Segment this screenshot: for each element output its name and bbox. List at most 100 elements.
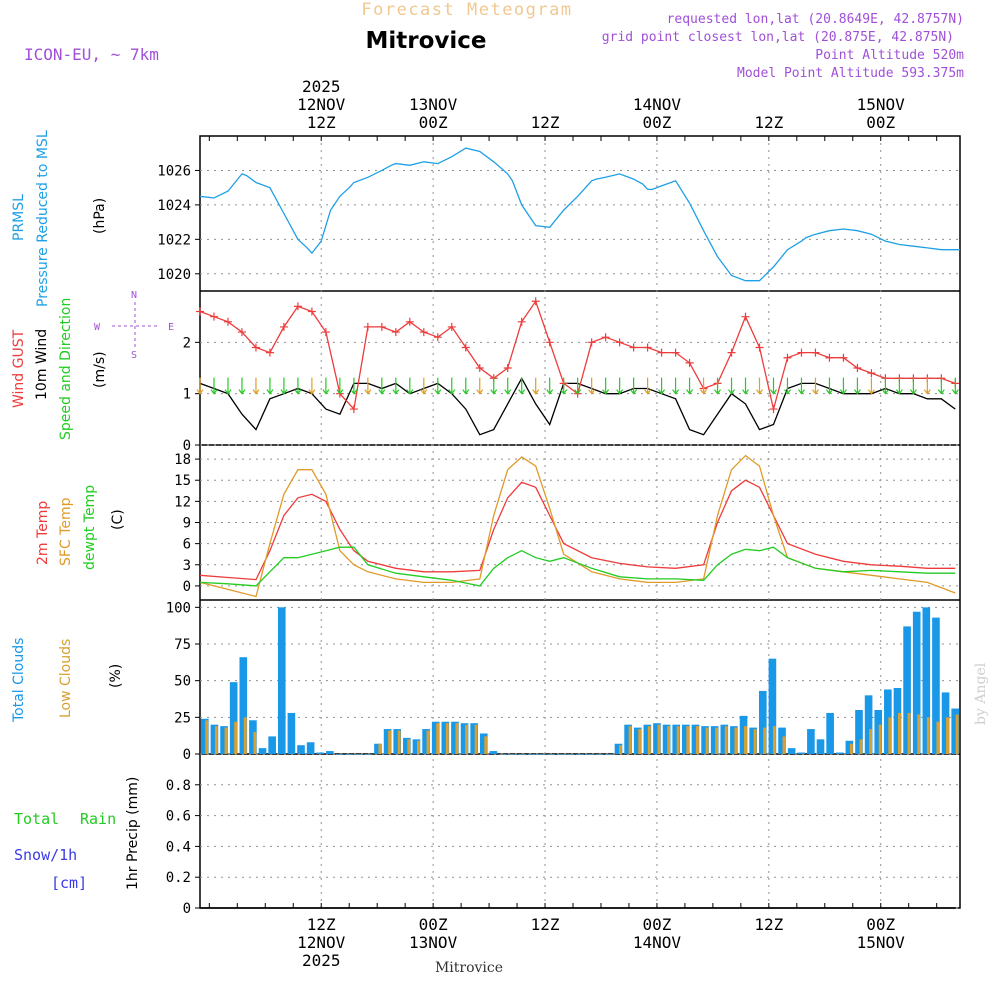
low-cloud-bar xyxy=(619,745,622,754)
low-cloud-bar xyxy=(436,723,440,754)
low-cloud-bar xyxy=(224,727,228,754)
total-cloud-bar xyxy=(316,752,325,754)
low-cloud-bar xyxy=(753,729,757,754)
total-cloud-bar xyxy=(489,751,498,754)
wind-direction-arrow xyxy=(756,377,763,395)
total-cloud-bar xyxy=(672,724,681,754)
total-cloud-bar xyxy=(614,743,623,754)
gust-marker xyxy=(545,338,554,347)
y-tick-label: 15 xyxy=(174,473,191,489)
low-cloud-bar xyxy=(734,727,738,754)
low-cloud-bar xyxy=(859,739,863,754)
low-cloud-bar xyxy=(686,726,690,754)
wind-direction-arrow xyxy=(811,377,819,395)
total-cloud-bar xyxy=(556,754,565,755)
wind-direction-arrow xyxy=(574,377,582,395)
total-cloud-bar xyxy=(374,743,382,754)
top-time-label: 00Z xyxy=(866,113,895,132)
y-tick-label: 6 xyxy=(183,537,191,553)
model-label: ICON-EU, ~ 7km xyxy=(24,45,159,64)
grid-lines xyxy=(200,136,960,909)
total-cloud-bar xyxy=(739,715,748,754)
total-cloud-bar xyxy=(268,736,276,754)
wind-direction-arrow xyxy=(518,377,526,395)
wind-direction-arrow xyxy=(588,377,596,395)
wind-direction-arrow xyxy=(210,377,218,395)
total-cloud-bar xyxy=(277,607,286,754)
bottom-date-label: 12NOV xyxy=(297,933,346,952)
gust-marker xyxy=(839,353,848,362)
total-cloud-bar xyxy=(258,748,267,754)
wind-direction-arrow xyxy=(644,377,652,395)
wind-direction-arrow xyxy=(658,377,666,395)
wind-direction-arrow xyxy=(532,377,540,395)
gust-marker xyxy=(307,307,316,316)
wind-direction-arrow xyxy=(951,377,959,395)
y-tick-label: 1024 xyxy=(157,198,191,214)
total-cloud-bar xyxy=(845,740,854,754)
total-cloud-bar xyxy=(547,754,555,755)
low-cloud-bar xyxy=(744,726,747,754)
wind-direction-arrow xyxy=(280,377,288,395)
gust-marker xyxy=(741,312,750,321)
y-tick-label: 12 xyxy=(174,494,191,510)
wind-direction-arrow xyxy=(546,377,554,395)
total-cloud-bar xyxy=(864,695,873,754)
low-cloud-bar xyxy=(926,717,930,754)
total-cloud-bar xyxy=(354,754,363,755)
low-cloud-bar xyxy=(465,724,468,754)
wind-direction-arrow xyxy=(770,377,777,395)
y-tick-label: 0.4 xyxy=(166,839,191,855)
low-cloud-bar xyxy=(484,736,488,754)
total-cloud-bar xyxy=(787,748,796,754)
wind-direction-arrow xyxy=(252,377,260,395)
bottom-time-label: 00Z xyxy=(642,915,671,934)
total-cloud-bar xyxy=(326,751,334,754)
y-tick-label: 2 xyxy=(183,335,191,351)
footer-location: Mitrovice xyxy=(435,960,503,976)
wind-direction-arrow xyxy=(266,377,274,395)
gust-marker xyxy=(685,358,694,367)
total-cloud-bar xyxy=(758,690,767,754)
low-cloud-bar xyxy=(869,729,873,754)
total-cloud-bar xyxy=(922,607,931,754)
total-cloud-bar xyxy=(287,712,296,754)
sfc-temp-label: SFC Temp xyxy=(58,497,74,566)
pressure-msl-label: Pressure Reduced to MSL xyxy=(35,130,51,307)
wind-direction-arrow xyxy=(867,377,875,395)
bottom-time-label: 12Z xyxy=(754,915,783,934)
low-cloud-bar xyxy=(705,727,709,754)
y-tick-label: 0.8 xyxy=(166,778,191,794)
gust-marker xyxy=(293,302,302,311)
wind-direction-arrow xyxy=(714,377,722,395)
total-cloud-bar xyxy=(403,737,411,754)
total-cloud-bar xyxy=(710,726,719,754)
wind-direction-arrow xyxy=(728,377,736,395)
credit: by Angel xyxy=(973,662,989,725)
total-label: Total xyxy=(14,810,59,828)
top-date-label: 13NOV xyxy=(409,95,458,114)
precip-unit: 1hr Precip (mm) xyxy=(125,777,141,890)
total-cloud-bar xyxy=(518,754,527,755)
low-cloud-bar xyxy=(936,721,940,754)
gust-marker xyxy=(853,364,862,372)
y-tick-label: 9 xyxy=(183,516,191,532)
gust-marker xyxy=(629,343,638,352)
speed-direction-label: Speed and Direction xyxy=(58,298,74,440)
total-cloud-bar xyxy=(797,752,806,754)
y-tick-label: 18 xyxy=(174,452,191,468)
gust-marker xyxy=(405,317,414,326)
low-cloud-bar xyxy=(782,736,786,754)
wind-direction-arrow xyxy=(196,377,204,395)
y-tick-label: 0 xyxy=(183,901,191,917)
gust-marker xyxy=(769,405,778,414)
compass-e: E xyxy=(168,322,174,333)
gust-marker xyxy=(867,369,876,378)
total-cloud-bar xyxy=(951,708,959,754)
prmsl-label: PRMSL xyxy=(11,194,27,241)
low-cloud-bar xyxy=(445,723,449,754)
total-cloud-bar xyxy=(412,739,421,754)
y-tick-label: 100 xyxy=(166,600,191,616)
low-cloud-bar xyxy=(946,717,949,754)
